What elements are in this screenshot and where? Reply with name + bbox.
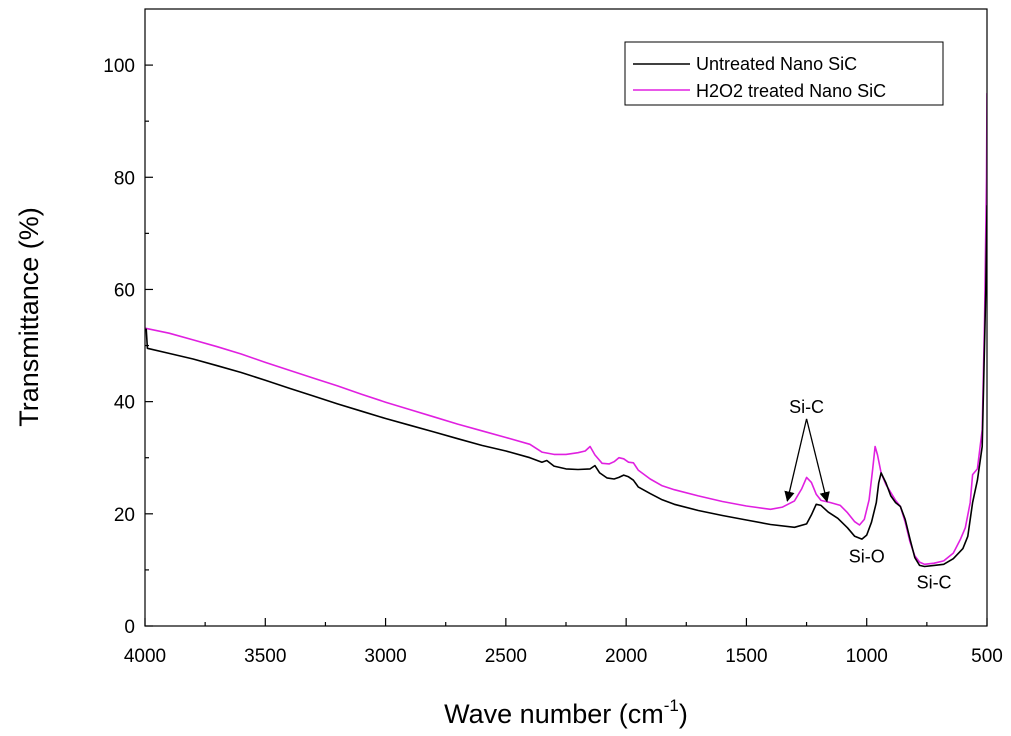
series-line [145, 205, 987, 568]
x-tick-label: 4000 [124, 646, 166, 667]
x-axis: 4000 3500 3000 2500 2000 1500 1000 500 [124, 618, 1003, 667]
peak-annotation: Si-C [789, 397, 824, 417]
peak-annotation: Si-O [849, 547, 885, 567]
x-tick-label: 2500 [485, 646, 527, 667]
x-axis-label-close: ) [679, 699, 688, 729]
annotation-arrow [784, 418, 808, 502]
y-tick-label: 0 [124, 617, 135, 638]
x-tick-label: 3500 [244, 646, 286, 667]
y-tick-label: 20 [114, 505, 135, 526]
y-tick-label: 60 [114, 280, 135, 301]
y-axis-label: Transmittance (%) [14, 207, 44, 427]
x-tick-label: 3000 [364, 646, 406, 667]
series-layer [145, 93, 987, 568]
series-line [145, 93, 987, 566]
x-tick-label: 500 [971, 646, 1003, 667]
legend-box [624, 41, 944, 106]
x-axis-label-sup: -1 [664, 696, 679, 715]
y-tick-label: 40 [114, 393, 135, 414]
annotation-arrow [805, 418, 830, 503]
annotation-layer: Si-C Si-O Si-C [784, 397, 952, 592]
x-axis-label: Wave number (cm-1) [444, 696, 688, 729]
x-tick-label: 1000 [846, 646, 888, 667]
y-axis: 0 20 40 60 80 100 [103, 56, 153, 638]
x-axis-label-main: Wave number (cm [444, 699, 664, 729]
legend-label-treated: H2O2 treated Nano SiC [696, 81, 886, 101]
y-tick-label: 80 [114, 168, 135, 189]
x-tick-label: 1500 [725, 646, 767, 667]
legend-label-untreated: Untreated Nano SiC [696, 54, 857, 74]
y-tick-label: 100 [103, 56, 135, 77]
legend: Untreated Nano SiC H2O2 treated Nano SiC [624, 41, 944, 106]
x-tick-label: 2000 [605, 646, 647, 667]
peak-annotation: Si-C [917, 572, 952, 592]
